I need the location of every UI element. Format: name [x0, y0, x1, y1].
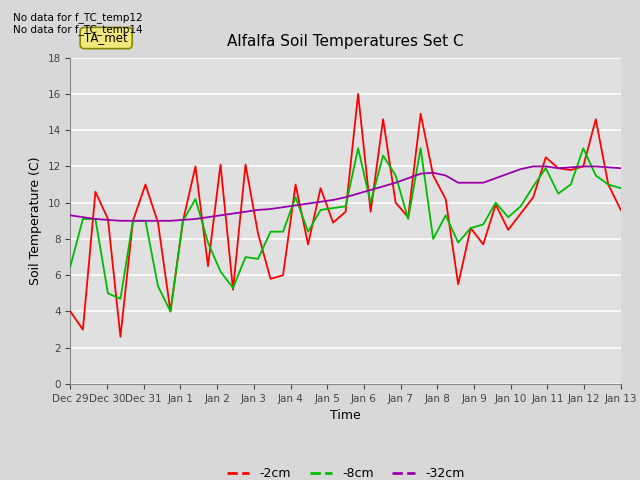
- Text: TA_met: TA_met: [84, 32, 128, 45]
- Text: No data for f_TC_temp12: No data for f_TC_temp12: [13, 12, 143, 23]
- Legend: -2cm, -8cm, -32cm: -2cm, -8cm, -32cm: [222, 462, 469, 480]
- Title: Alfalfa Soil Temperatures Set C: Alfalfa Soil Temperatures Set C: [227, 35, 464, 49]
- X-axis label: Time: Time: [330, 409, 361, 422]
- Y-axis label: Soil Temperature (C): Soil Temperature (C): [29, 156, 42, 285]
- Text: No data for f_TC_temp14: No data for f_TC_temp14: [13, 24, 143, 35]
